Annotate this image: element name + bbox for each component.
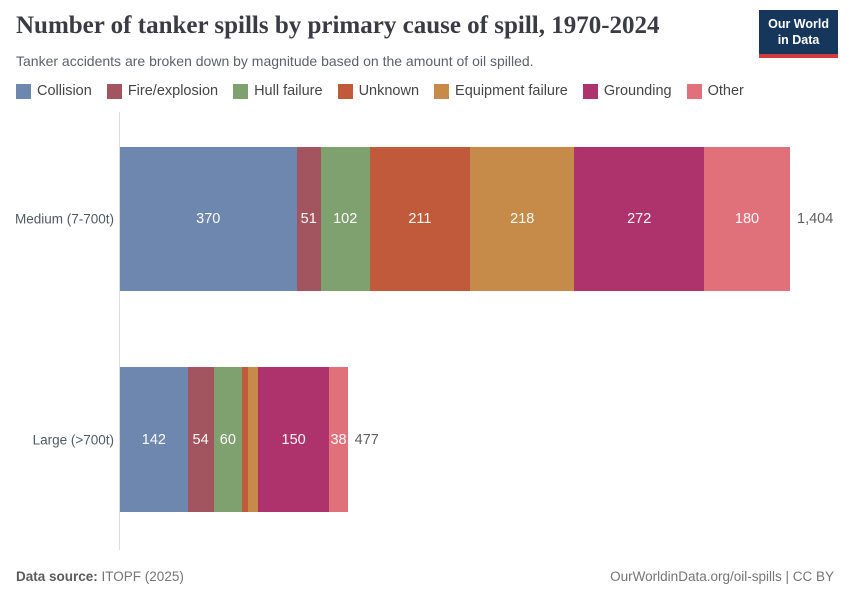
- segment-value: 51: [300, 211, 317, 227]
- legend-label: Unknown: [358, 83, 420, 99]
- data-source-note: Data source: ITOPF (2025): [16, 569, 184, 584]
- legend-label: Other: [707, 83, 744, 99]
- legend-label: Grounding: [603, 83, 672, 99]
- stacked-bar: 370 51 102 211 218 272 180: [120, 147, 790, 291]
- plot-area: Medium (7-700t) 370 51 102 211 218 272 180 1,404…: [0, 112, 850, 558]
- legend-item-collision[interactable]: Collision: [16, 83, 92, 99]
- bar-segment-hull-failure[interactable]: 60: [213, 367, 243, 512]
- legend-label: Collision: [37, 83, 92, 99]
- segment-value: 272: [627, 211, 652, 227]
- chart-subtitle: Tanker accidents are broken down by magn…: [16, 53, 534, 69]
- legend-item-grounding[interactable]: Grounding: [582, 83, 672, 99]
- legend-item-hull-failure[interactable]: Hull failure: [233, 83, 323, 99]
- bar-segment-other[interactable]: 180: [704, 147, 790, 291]
- bar-segment-collision[interactable]: 370: [120, 147, 297, 291]
- bar-segment-grounding[interactable]: 272: [574, 147, 705, 291]
- bar-total: 477: [354, 431, 379, 448]
- legend-item-fire-explosion[interactable]: Fire/explosion: [106, 83, 219, 99]
- segment-value: 370: [196, 211, 221, 227]
- segment-value: 150: [281, 431, 306, 448]
- segment-value: 218: [510, 211, 535, 227]
- bar-segment-grounding[interactable]: 150: [257, 367, 330, 512]
- bar-segment-hull-failure[interactable]: 102: [320, 147, 370, 291]
- y-axis-line: [119, 112, 120, 550]
- segment-value: 60: [219, 431, 236, 448]
- legend-label: Fire/explosion: [127, 83, 219, 99]
- legend: Collision Fire/explosion Hull failure Unkno…: [16, 83, 744, 99]
- legend-swatch-fire-explosion: [106, 83, 122, 99]
- legend-item-other[interactable]: Other: [686, 83, 744, 99]
- data-source-value[interactable]: ITOPF (2025): [101, 569, 184, 584]
- legend-label: Equipment failure: [455, 83, 568, 99]
- category-label: Large (>700t): [32, 432, 114, 447]
- bar-total: 1,404: [797, 211, 834, 227]
- legend-swatch-collision: [16, 83, 31, 99]
- segment-value: 180: [734, 211, 760, 227]
- bar-segment-equipment-failure[interactable]: [248, 367, 258, 512]
- bar-segment-other[interactable]: 38: [329, 367, 348, 512]
- legend-swatch-equipment-failure: [434, 83, 450, 99]
- bar-row-large-700t-: Large (>700t) 142 54 60 150 38 477: [0, 367, 850, 512]
- legend-label: Hull failure: [254, 83, 323, 99]
- category-label: Medium (7-700t): [14, 211, 114, 227]
- credit-link[interactable]: OurWorldinData.org/oil-spills | CC BY: [610, 569, 834, 584]
- legend-swatch-unknown: [337, 83, 353, 99]
- owid-logo-line2: in Data: [777, 33, 820, 48]
- segment-value: 142: [141, 431, 166, 448]
- bar-segment-unknown[interactable]: [242, 367, 249, 512]
- bar-segment-collision[interactable]: 142: [120, 367, 188, 512]
- stacked-bar: 142 54 60 150 38: [120, 367, 348, 512]
- owid-logo-line1: Our World: [768, 17, 829, 31]
- bar-segment-equipment-failure[interactable]: 218: [470, 147, 575, 291]
- segment-value: 102: [333, 211, 358, 227]
- owid-logo[interactable]: Our World in Data: [759, 10, 838, 58]
- legend-swatch-grounding: [582, 83, 598, 99]
- legend-swatch-hull-failure: [233, 83, 249, 99]
- segment-value: 38: [330, 431, 347, 448]
- legend-item-equipment-failure[interactable]: Equipment failure: [434, 83, 568, 99]
- bar-segment-unknown[interactable]: 211: [369, 147, 471, 291]
- page-title: Number of tanker spills by primary cause…: [16, 12, 660, 39]
- segment-value: 54: [192, 431, 209, 448]
- bar-segment-fire-explosion[interactable]: 54: [187, 367, 214, 512]
- segment-value: 211: [408, 211, 432, 227]
- legend-item-unknown[interactable]: Unknown: [337, 83, 420, 99]
- bar-row-medium-7-700t-: Medium (7-700t) 370 51 102 211 218 272 180 1,404: [0, 147, 850, 291]
- legend-swatch-other: [686, 83, 702, 99]
- data-source-label: Data source:: [16, 569, 98, 584]
- bar-segment-fire-explosion[interactable]: 51: [296, 147, 321, 291]
